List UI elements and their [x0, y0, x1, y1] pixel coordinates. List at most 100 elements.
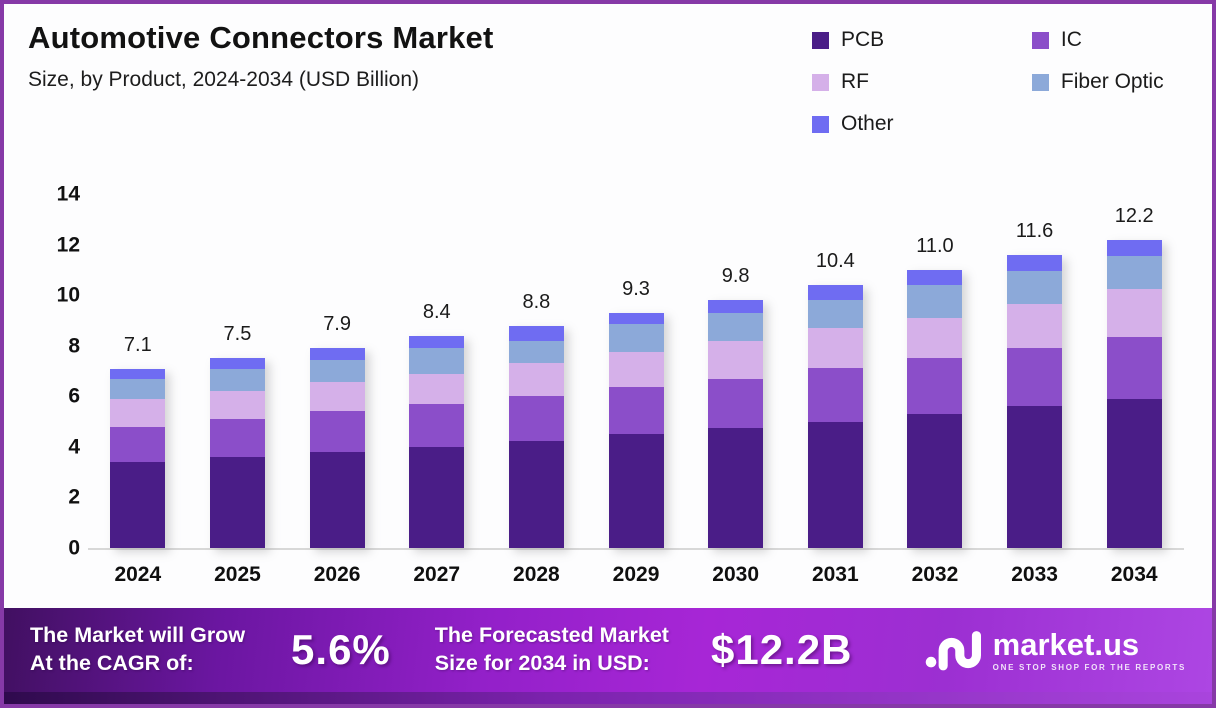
segment-other-2030	[708, 300, 764, 313]
segment-pcb-2026	[309, 451, 365, 548]
bar-column-2025: 7.5	[188, 323, 288, 548]
stacked-bar-2027	[409, 335, 465, 548]
segment-rf-2027	[409, 373, 465, 404]
y-tick-0: 0	[68, 536, 80, 560]
segment-pcb-2034	[1106, 398, 1162, 548]
legend-label-fiber-optic: Fiber Optic	[1060, 70, 1164, 93]
bar-total-label-2024: 7.1	[123, 333, 152, 356]
cagr-label: The Market will Grow At the CAGR of:	[30, 622, 245, 678]
marketus-logo-icon	[925, 631, 981, 671]
segment-other-2028	[508, 325, 564, 341]
forecast-label-line2: Size for 2034 in USD:	[434, 651, 650, 675]
legend-item-pcb: PCB	[812, 28, 912, 52]
segment-pcb-2032	[907, 414, 963, 548]
segment-other-2025	[209, 358, 265, 369]
segment-other-2032	[907, 269, 963, 286]
legend-item-ic: IC	[1031, 28, 1182, 52]
segment-fiber-optic-2024	[110, 378, 166, 399]
legend-item-other: Other	[812, 112, 912, 136]
segment-other-2031	[807, 285, 863, 301]
segment-ic-2027	[409, 403, 465, 447]
segment-fiber-optic-2025	[209, 368, 265, 392]
legend: PCB IC RF Fiber Optic Other	[812, 20, 1182, 136]
segment-fiber-optic-2032	[907, 285, 963, 318]
segment-fiber-optic-2027	[409, 348, 465, 374]
segment-ic-2028	[508, 396, 564, 441]
bar-column-2031: 10.4	[785, 250, 885, 548]
segment-pcb-2027	[409, 446, 465, 548]
y-tick-10: 10	[56, 283, 80, 307]
y-tick-2: 2	[68, 485, 80, 509]
segment-ic-2029	[608, 387, 664, 435]
segment-fiber-optic-2029	[608, 324, 664, 353]
y-tick-8: 8	[68, 334, 80, 358]
segment-other-2024	[110, 368, 166, 379]
x-axis-labels: 2024 2025 2026 2027 2028 2029 2030 2031 2032 2033…	[88, 563, 1184, 587]
cagr-label-line1: The Market will Grow	[30, 623, 246, 648]
bar-total-label-2028: 8.8	[522, 290, 551, 313]
segment-rf-2025	[209, 391, 265, 420]
segment-pcb-2029	[608, 434, 664, 548]
segment-fiber-optic-2030	[708, 312, 764, 341]
bar-total-label-2034: 12.2	[1114, 204, 1154, 227]
chart-subtitle: Size, by Product, 2024-2034 (USD Billion…	[28, 68, 420, 91]
bar-column-2034: 12.2	[1084, 205, 1184, 548]
segment-fiber-optic-2028	[508, 340, 564, 364]
segment-ic-2031	[807, 368, 863, 422]
x-label-2025: 2025	[214, 563, 261, 586]
bars-plot: 7.1 7.5 7.9 8.4 8.8 9.3 9.8 10.4 11.0 11.6 12.2	[88, 194, 1184, 550]
legend-label-other: Other	[841, 112, 894, 135]
segment-rf-2029	[608, 352, 664, 388]
forecast-label: The Forecasted Market Size for 2034 in U…	[435, 622, 669, 678]
segment-rf-2030	[708, 340, 764, 379]
y-tick-4: 4	[68, 435, 80, 459]
segment-pcb-2028	[508, 440, 564, 548]
x-label-2027: 2027	[413, 563, 461, 586]
x-label-2029: 2029	[612, 563, 660, 586]
segment-rf-2031	[807, 328, 863, 369]
bar-total-label-2031: 10.4	[815, 250, 855, 273]
cagr-value: 5.6%	[291, 626, 391, 673]
segment-ic-2025	[209, 419, 265, 457]
title-block: Automotive Connectors Market Size, by Pr…	[28, 20, 494, 136]
kpi-banner: The Market will Grow At the CAGR of: 5.6…	[4, 608, 1212, 692]
stacked-bar-2034	[1106, 239, 1162, 548]
segment-other-2034	[1106, 239, 1162, 256]
stacked-bar-2024	[110, 368, 166, 548]
forecast-value: $12.2B	[710, 626, 853, 673]
x-label-2033: 2033	[1011, 563, 1058, 586]
segment-ic-2030	[708, 378, 764, 428]
bar-total-label-2032: 11.0	[916, 234, 954, 257]
segment-rf-2034	[1106, 288, 1162, 337]
stacked-bar-2028	[508, 325, 564, 548]
segment-pcb-2031	[807, 421, 863, 548]
bar-total-label-2033: 11.6	[1015, 219, 1054, 242]
legend-swatch-fiber-optic	[1031, 73, 1049, 91]
legend-swatch-ic	[1031, 31, 1049, 49]
bar-column-2024: 7.1	[88, 334, 188, 548]
legend-label-rf: RF	[841, 70, 869, 93]
forecast-label-line1: The Forecasted Market	[434, 623, 669, 648]
bar-column-2033: 11.6	[985, 220, 1085, 548]
legend-label-ic: IC	[1060, 28, 1082, 51]
logo-wordmark: market.us	[992, 626, 1140, 662]
bottom-gradient-strip	[4, 692, 1212, 704]
marketus-logo: market.us ONE STOP SHOP FOR THE REPORTS	[925, 627, 1186, 673]
x-label-2034: 2034	[1110, 563, 1158, 586]
logo-tagline: ONE STOP SHOP FOR THE REPORTS	[992, 662, 1186, 672]
x-label-2026: 2026	[313, 563, 361, 586]
bar-column-2027: 8.4	[387, 301, 487, 548]
bar-column-2030: 9.8	[686, 265, 786, 548]
x-label-2032: 2032	[911, 563, 959, 586]
y-axis: 0 2 4 6 8 10 12 14	[30, 184, 80, 559]
segment-pcb-2030	[708, 427, 764, 548]
segment-other-2029	[608, 312, 664, 325]
segment-rf-2032	[907, 317, 963, 359]
bar-column-2029: 9.3	[586, 278, 686, 548]
segment-pcb-2024	[110, 462, 166, 548]
stacked-bar-2031	[807, 285, 863, 548]
plot-area: 7.1 7.5 7.9 8.4 8.8 9.3 9.8 10.4 11.0 11.6 12.2 20…	[88, 194, 1184, 587]
segment-rf-2024	[110, 398, 166, 427]
bar-total-label-2027: 8.4	[422, 300, 451, 323]
legend-label-pcb: PCB	[841, 28, 885, 51]
